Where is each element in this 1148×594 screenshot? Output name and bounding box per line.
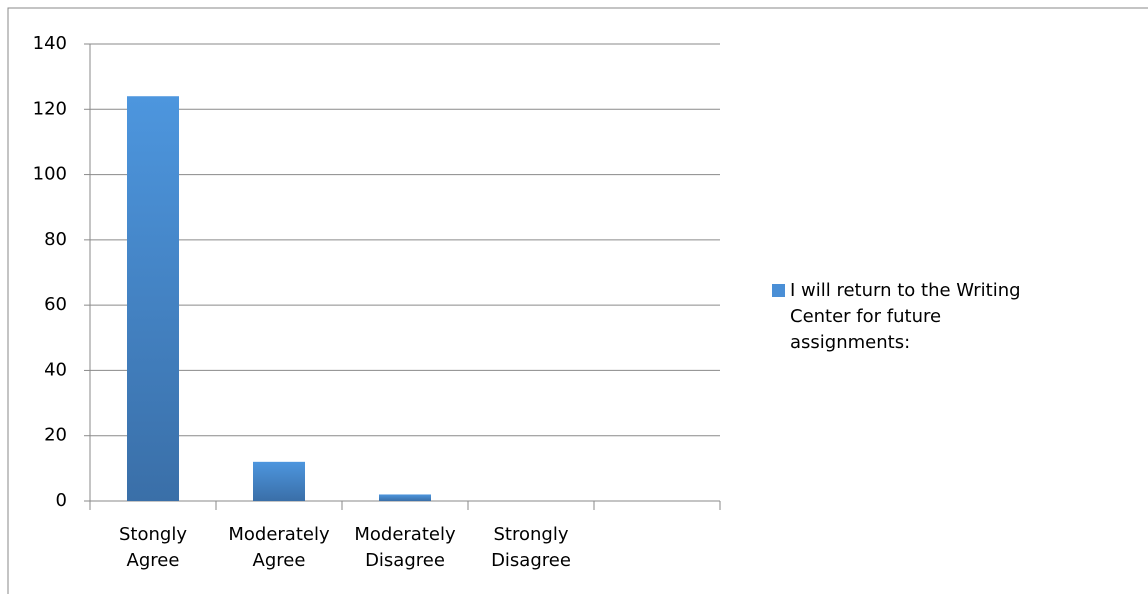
- x-tick-label: Moderately Disagree: [354, 524, 456, 571]
- y-tick-label: 140: [33, 33, 67, 54]
- legend-label: I will return to the Writing Center for f…: [790, 280, 1021, 353]
- y-tick-label: 80: [44, 229, 67, 250]
- y-tick-label: 40: [44, 359, 67, 380]
- bar: [379, 494, 431, 501]
- legend-swatch: [772, 284, 785, 297]
- x-tick-label: Moderately Agree: [228, 524, 330, 571]
- y-tick-label: 100: [33, 164, 67, 185]
- x-tick-label: Stongly Agree: [119, 524, 187, 571]
- x-tick-label: Strongly Disagree: [491, 524, 571, 571]
- frame: [7, 7, 1148, 594]
- y-tick-label: 120: [33, 98, 67, 119]
- y-tick-label: 60: [44, 294, 67, 315]
- bar: [127, 96, 179, 501]
- y-tick-label: 20: [44, 425, 67, 446]
- y-tick-label: 0: [56, 490, 67, 511]
- bar: [253, 461, 305, 501]
